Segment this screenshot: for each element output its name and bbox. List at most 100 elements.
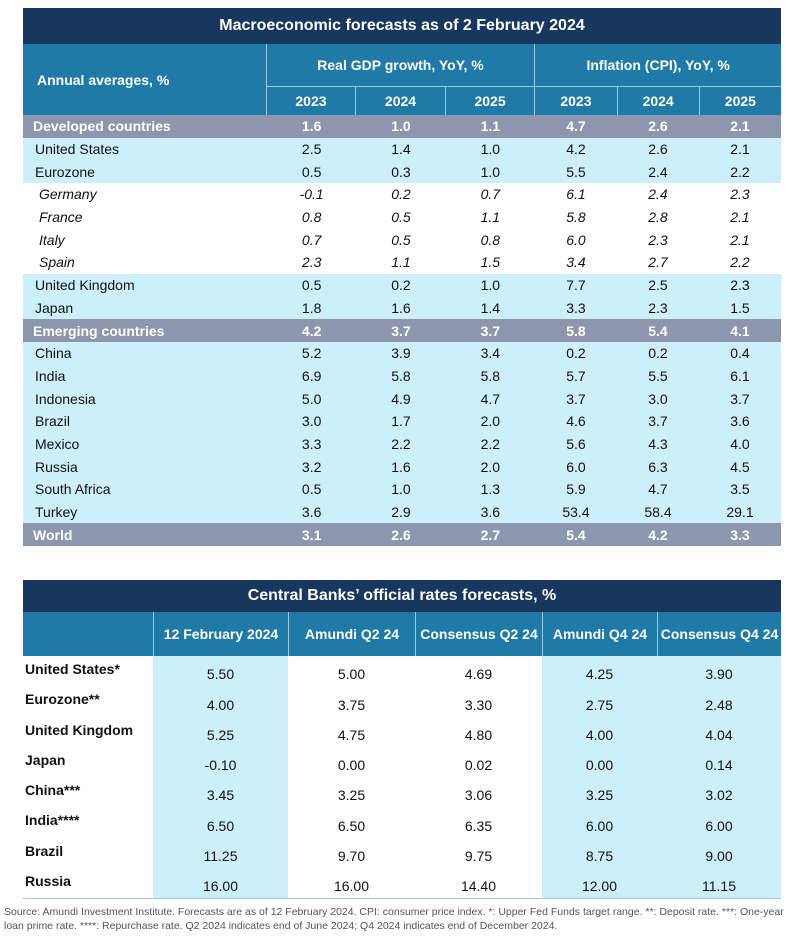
country-label: Russia bbox=[25, 873, 71, 890]
macro-table-header: Annual averages, % Real GDP growth, YoY,… bbox=[23, 44, 781, 115]
macro-table-row: Italy 0.7 0.5 0.8 6.0 2.3 2.1 bbox=[23, 228, 781, 252]
cpi-value: 3.3 bbox=[730, 526, 750, 543]
rate-value: 5.25 bbox=[153, 716, 288, 747]
gdp-value: 5.8 bbox=[480, 367, 501, 384]
cpi-value: 3.3 bbox=[566, 299, 586, 316]
rate-value: 0.14 bbox=[657, 746, 781, 778]
country-label: India bbox=[35, 367, 66, 384]
gdp-value: 2.2 bbox=[480, 435, 501, 452]
cpi-value: 4.6 bbox=[566, 413, 586, 430]
cpi-value: 2.4 bbox=[648, 163, 668, 180]
cpi-value: 5.7 bbox=[566, 367, 586, 384]
cpi-value: 2.1 bbox=[730, 118, 750, 135]
country-label: China*** bbox=[25, 782, 81, 799]
rates-table-row: Brazil 11.25 9.70 9.75 8.75 9.00 bbox=[23, 837, 781, 869]
cpi-value: 2.1 bbox=[730, 209, 750, 226]
rates-table-body: United States* 5.50 5.00 4.69 4.25 3.90 Eurozo… bbox=[23, 656, 781, 900]
country-label: Japan bbox=[25, 751, 66, 768]
rates-table-row: China*** 3.45 3.25 3.06 3.25 3.02 bbox=[23, 777, 781, 808]
rates-column-header: Consensus Q4 24 bbox=[657, 612, 781, 656]
cpi-value: 0.2 bbox=[648, 345, 668, 362]
rate-value: 2.75 bbox=[542, 686, 657, 717]
country-label: India**** bbox=[25, 812, 80, 829]
rate-value: 11.25 bbox=[153, 837, 288, 869]
gdp-value: 1.4 bbox=[480, 299, 501, 316]
cpi-value: 5.5 bbox=[566, 163, 586, 180]
rates-column-header: Consensus Q2 24 bbox=[415, 612, 542, 656]
country-label: Spain bbox=[39, 254, 75, 271]
cpi-value: 29.1 bbox=[726, 504, 754, 521]
macro-table-row: Turkey 3.6 2.9 3.6 53.4 58.4 29.1 bbox=[23, 500, 781, 524]
rates-table-row: Russia 16.00 16.00 14.40 12.00 11.15 bbox=[23, 868, 781, 899]
gdp-value: 0.2 bbox=[391, 277, 411, 294]
rates-table-row: Eurozone** 4.00 3.75 3.30 2.75 2.48 bbox=[23, 686, 781, 717]
cpi-value: 4.7 bbox=[566, 118, 586, 135]
cpi-value: 5.6 bbox=[566, 435, 586, 452]
gdp-value: 0.5 bbox=[391, 209, 411, 226]
gdp-value: 3.7 bbox=[480, 322, 501, 339]
gdp-value: 3.4 bbox=[480, 345, 501, 362]
cpi-year-header: 2024 bbox=[616, 87, 699, 115]
country-label: Turkey bbox=[35, 504, 78, 521]
gdp-value: 5.0 bbox=[301, 390, 322, 407]
rate-value: 6.35 bbox=[464, 817, 493, 834]
rate-value: 6.50 bbox=[153, 807, 288, 838]
cpi-value: 2.3 bbox=[730, 186, 750, 203]
cpi-value: 2.4 bbox=[648, 186, 668, 203]
macro-table-row: United States 2.5 1.4 1.0 4.2 2.6 2.1 bbox=[23, 137, 781, 161]
cpi-value: 3.6 bbox=[730, 413, 750, 430]
macro-table-row: France 0.8 0.5 1.1 5.8 2.8 2.1 bbox=[23, 205, 781, 229]
cpi-header-group: Inflation (CPI), YoY, % 2023 2024 2025 bbox=[535, 44, 781, 115]
macro-table-row: Emerging countries 4.2 3.7 3.7 5.8 5.4 4.1 bbox=[23, 319, 781, 342]
rates-table-row: United States* 5.50 5.00 4.69 4.25 3.90 bbox=[23, 656, 781, 687]
country-label: United States bbox=[35, 141, 120, 158]
gdp-value: 2.3 bbox=[301, 254, 322, 271]
cpi-value: 0.2 bbox=[566, 345, 586, 362]
cpi-value: 2.8 bbox=[648, 209, 668, 226]
gdp-value: 2.9 bbox=[391, 504, 411, 521]
gdp-value: 1.0 bbox=[391, 481, 411, 498]
country-label: Emerging countries bbox=[33, 322, 165, 339]
gdp-value: -0.1 bbox=[299, 186, 324, 203]
cpi-value: 5.8 bbox=[566, 209, 586, 226]
rates-table-row: India**** 6.50 6.50 6.35 6.00 6.00 bbox=[23, 807, 781, 838]
country-label: World bbox=[33, 526, 73, 543]
gdp-value: 5.8 bbox=[391, 367, 411, 384]
gdp-value: 2.6 bbox=[391, 526, 411, 543]
gdp-value: 0.5 bbox=[391, 231, 411, 248]
gdp-value: 4.7 bbox=[480, 390, 501, 407]
gdp-value: 0.5 bbox=[301, 163, 322, 180]
gdp-value: 2.7 bbox=[480, 526, 501, 543]
macro-table-row: Brazil 3.0 1.7 2.0 4.6 3.7 3.6 bbox=[23, 409, 781, 433]
rate-value: 3.02 bbox=[657, 777, 781, 808]
rate-value: 6.00 bbox=[542, 807, 657, 838]
cpi-value: 5.8 bbox=[566, 322, 586, 339]
rate-value: 4.69 bbox=[464, 666, 493, 683]
macro-table-row: Spain 2.3 1.1 1.5 3.4 2.7 2.2 bbox=[23, 251, 781, 274]
gdp-value: 1.0 bbox=[391, 118, 411, 135]
rate-value: 11.15 bbox=[657, 868, 781, 899]
rate-value: 0.00 bbox=[542, 746, 657, 778]
country-label: Russia bbox=[35, 458, 78, 475]
country-label: Eurozone bbox=[35, 163, 95, 180]
rate-value: 3.30 bbox=[464, 696, 493, 713]
rate-value: 3.75 bbox=[337, 696, 366, 713]
rate-value: 6.50 bbox=[337, 817, 366, 834]
gdp-value: 1.7 bbox=[391, 413, 411, 430]
cpi-value: 2.2 bbox=[730, 163, 750, 180]
country-label: Japan bbox=[35, 299, 74, 316]
gdp-value: 3.1 bbox=[301, 526, 322, 543]
gdp-value: 1.1 bbox=[391, 254, 411, 271]
cpi-value: 7.7 bbox=[566, 277, 586, 294]
rate-value: 4.00 bbox=[153, 686, 288, 717]
gdp-value: 1.1 bbox=[480, 209, 501, 226]
cpi-value: 3.0 bbox=[648, 390, 668, 407]
gdp-value: 2.5 bbox=[301, 141, 322, 158]
cpi-value: 6.0 bbox=[566, 231, 586, 248]
gdp-value: 2.0 bbox=[480, 458, 501, 475]
cpi-value: 5.4 bbox=[566, 526, 586, 543]
country-label: Brazil bbox=[25, 842, 64, 859]
rate-value: 3.25 bbox=[337, 787, 366, 804]
country-label: China bbox=[35, 345, 72, 362]
gdp-year-header: 2024 bbox=[355, 87, 445, 115]
